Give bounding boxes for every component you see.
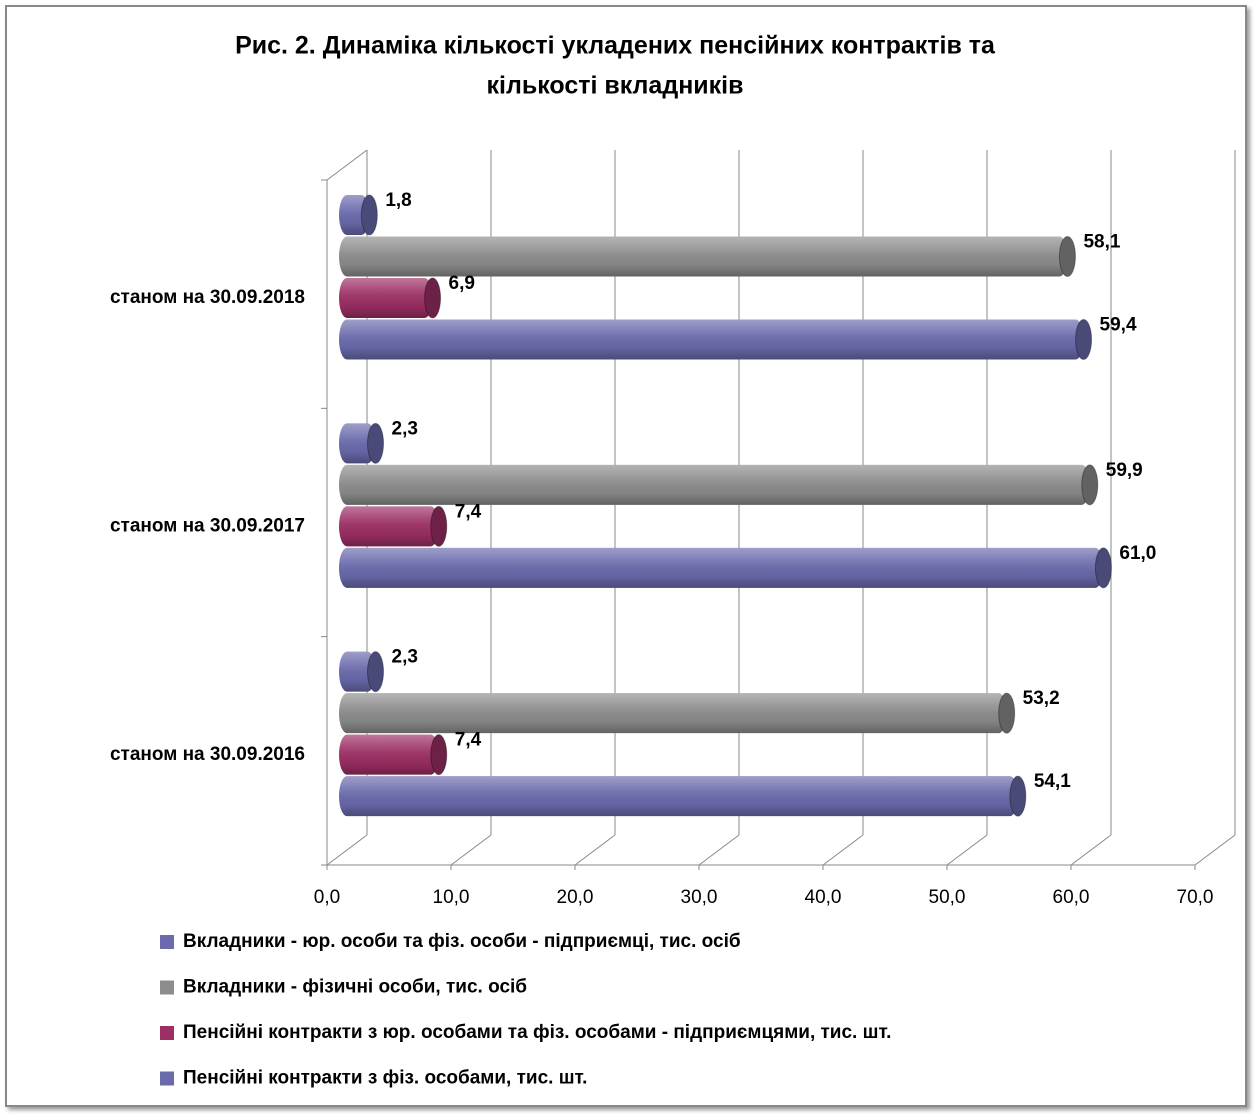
wall-edge <box>326 149 368 181</box>
bar-cap <box>998 692 1016 734</box>
data-label: 61,0 <box>1119 543 1156 564</box>
grid-line <box>822 834 864 866</box>
bar-shade <box>339 278 433 318</box>
grid-line <box>698 834 740 866</box>
bar-cap <box>360 194 378 236</box>
bar-cap <box>430 734 448 776</box>
legend-label: Пенсійні контракти з фіз. особами, тис. … <box>183 1068 587 1089</box>
x-tick-label: 30,0 <box>681 887 718 908</box>
data-label: 7,4 <box>455 501 482 522</box>
grid-line <box>1070 834 1112 866</box>
x-tick-label: 20,0 <box>557 887 594 908</box>
bar-shade <box>339 693 1007 734</box>
y-tick-label: станом на 30.09.2016 <box>110 744 305 765</box>
data-label: 54,1 <box>1034 771 1071 792</box>
data-label: 6,9 <box>449 273 475 294</box>
bar-shade <box>339 236 1068 277</box>
bar-cap <box>367 422 385 464</box>
bar-cap <box>1081 464 1099 506</box>
bar-shade <box>339 423 376 464</box>
bar-cap <box>1009 775 1027 817</box>
y-tick-label: станом на 30.09.2018 <box>110 287 305 308</box>
bar-shade <box>339 776 1018 817</box>
bar-cap <box>1058 236 1076 277</box>
grid-line <box>946 834 988 866</box>
legend-label: Пенсійні контракти з юр. особами та фіз.… <box>183 1022 891 1043</box>
legend-swatch <box>160 935 174 949</box>
data-label: 58,1 <box>1083 232 1120 253</box>
grid-line <box>1194 834 1236 866</box>
x-tick-label: 10,0 <box>433 887 470 908</box>
legend-swatch <box>160 1071 174 1086</box>
bar-shade <box>339 319 1084 360</box>
chart-title: Рис. 2. Динаміка кількості укладених пен… <box>235 32 996 60</box>
x-tick-label: 0,0 <box>314 887 340 908</box>
legend-label: Вкладники - фізичні особи, тис. осіб <box>183 977 527 998</box>
bar-cap <box>424 277 442 319</box>
x-tick-label: 50,0 <box>929 887 966 908</box>
bar-shade <box>339 734 439 775</box>
data-label: 53,2 <box>1023 688 1060 709</box>
bar-cap <box>1094 547 1112 589</box>
bar-cap <box>430 505 448 547</box>
bar-shade <box>339 547 1104 588</box>
data-label: 2,3 <box>392 418 418 439</box>
bar-shade <box>339 464 1090 505</box>
bar-cap <box>1075 319 1093 360</box>
data-label: 7,4 <box>455 730 482 751</box>
legend-swatch <box>160 980 174 995</box>
data-label: 1,8 <box>385 190 411 211</box>
legend-label: Вкладники - юр. особи та фіз. особи - пі… <box>183 931 741 952</box>
bar-cap <box>367 651 385 693</box>
y-tick-label: станом на 30.09.2017 <box>110 516 305 537</box>
chart-title: кількості вкладників <box>486 72 743 100</box>
grid-line <box>574 834 616 866</box>
data-label: 59,4 <box>1100 315 1137 336</box>
legend-swatch <box>160 1026 174 1040</box>
x-tick-label: 40,0 <box>805 887 842 908</box>
bar-shade <box>339 651 376 692</box>
data-label: 59,9 <box>1106 460 1143 481</box>
x-tick-label: 60,0 <box>1053 887 1090 908</box>
grid-line <box>450 834 492 866</box>
data-label: 2,3 <box>392 647 418 668</box>
x-tick-label: 70,0 <box>1177 887 1214 908</box>
bar-shade <box>339 506 439 547</box>
bar-shade <box>339 195 370 235</box>
grid-line <box>326 834 368 866</box>
